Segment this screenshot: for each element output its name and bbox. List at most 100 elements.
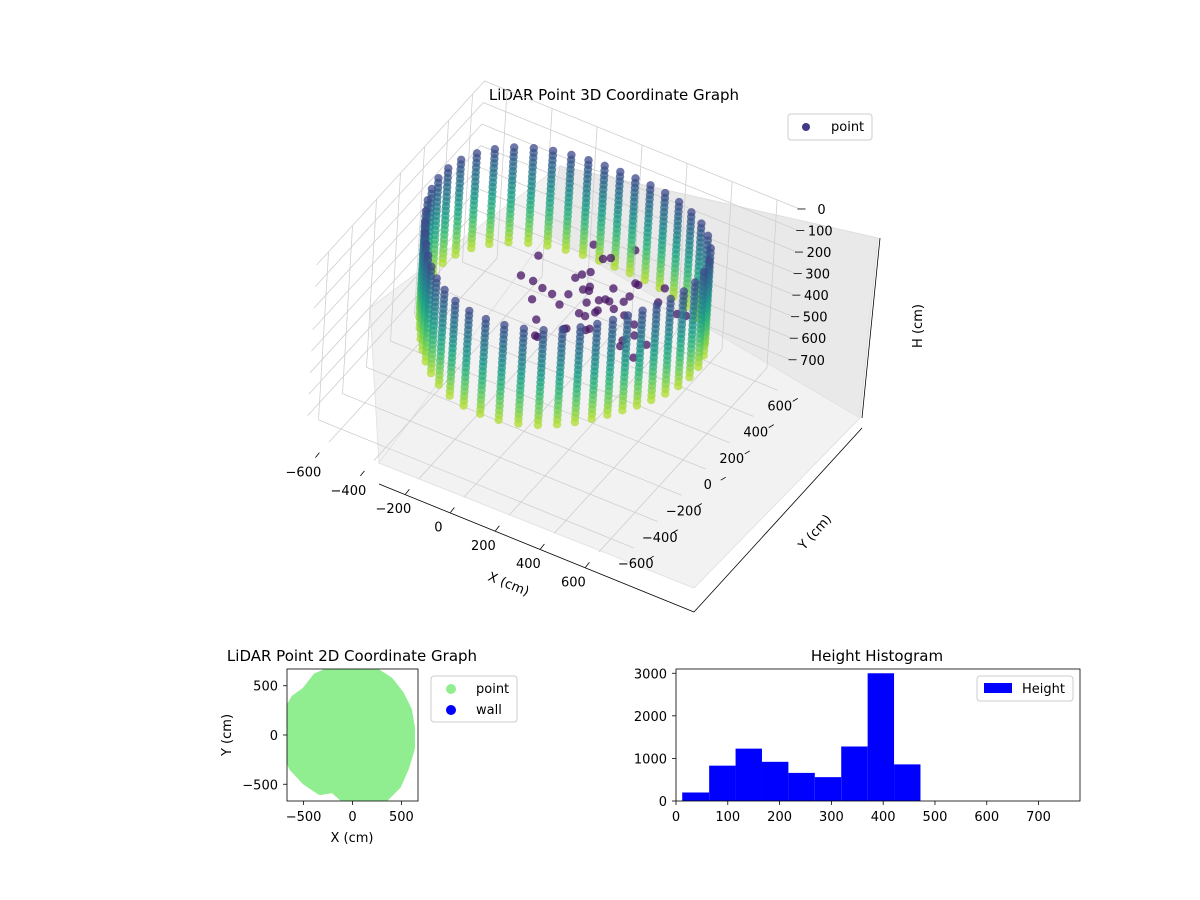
y-tick-3d [672,529,678,534]
lidar-point [587,414,596,423]
lidar-point [609,284,618,293]
lidar-point [609,304,618,314]
x-tick-3d [585,562,590,568]
legend-height-swatch [984,683,1012,693]
grid-line [414,146,425,315]
z-tick-label-3d: 100 [808,225,833,240]
lidar-point [459,401,468,410]
histogram-title: Height Histogram [811,647,943,665]
z-tick-label-3d: 700 [800,354,825,369]
y-tick-3d [744,450,750,455]
legend-wall-label-2d: wall [476,703,502,718]
histogram-x-tick-label: 600 [974,810,999,825]
x-tick-label-3d: 600 [561,575,586,590]
y-tick-3d [792,398,798,402]
lidar-point [647,395,656,405]
lidar-point [564,290,573,299]
lidar-point [504,238,513,247]
grid-line [508,331,678,516]
x-tick-3d [315,452,320,458]
histogram-y-tick-label: 1000 [634,752,667,767]
y-tick-label-2d: 500 [253,680,278,695]
lidar-point [625,268,634,278]
x-tick-3d [495,525,500,532]
z-tick-label-3d: 200 [807,246,832,261]
z-tick-label-3d: 600 [801,332,826,347]
grid-line [553,349,723,534]
legend-point-label-2d: point [476,682,509,697]
lidar-point [625,292,634,301]
histogram-x-tick-label: 200 [767,810,792,825]
z-axis-line [861,237,881,419]
lidar-point [528,276,538,286]
y-tick-label-3d: −200 [666,504,702,519]
lidar-point [514,419,523,428]
histogram-bar [867,673,895,801]
lidar-point [632,401,642,410]
histogram: Height Histogram 0 100 200 300 400 500 600 7000… [634,647,1081,825]
lidar-point [594,296,604,305]
x-tick-3d [360,470,365,477]
lidar-point [610,262,619,271]
histogram-bar [894,764,921,801]
ticks-3d: −600−400−2000200400600−600−400−200020040… [286,203,833,590]
grid-line [766,199,778,368]
y-axis-label-3d: Y (cm) [795,512,835,554]
point-disc-2d [287,669,415,801]
z-tick-label-3d: 400 [804,289,829,304]
lidar-point [585,324,594,333]
plot-3d: LiDAR Point 3D Coordinate Graph −600 −400… [286,80,926,613]
histogram-bar [841,746,868,801]
histogram-bar [761,761,789,801]
x-tick-label-3d: 200 [471,539,496,554]
lidar-point [660,284,669,293]
lidar-point [661,389,670,398]
lidar-point [694,362,703,372]
lidar-point [578,250,588,260]
lidar-point [601,295,610,304]
grid-line [316,80,800,266]
grid-line [462,94,473,263]
y-axis-label-2d: Y (cm) [220,714,235,757]
grid-line [342,225,353,394]
legend-2d: point wall [430,675,518,723]
point-cloud-3d [415,143,715,430]
y-tick-label-3d: −400 [642,531,678,546]
legend-wall-marker-2d [446,705,456,715]
lidar-point [577,270,587,279]
lidar-point [598,254,608,264]
lidar-point [555,300,564,309]
plot-3d-title: LiDAR Point 3D Coordinate Graph [489,86,739,104]
grid-line [314,102,799,287]
y-tick-3d [768,424,774,428]
lidar-point [584,286,594,296]
lidar-point [547,289,557,299]
histogram-x-tick-label: 700 [1026,810,1051,825]
x-tick-label-3d: −200 [376,502,412,517]
x-tick-3d [450,507,455,513]
legend-3d-box [787,113,873,141]
grid-line [721,181,733,350]
y-tick-label-3d: −600 [618,557,654,572]
legend-histogram-box [976,675,1074,702]
y-tick-3d [696,503,702,507]
lidar-point [527,295,537,304]
histogram-bar [735,748,762,801]
legend-histogram: Height [976,675,1074,702]
histogram-bars [682,673,921,801]
grid-3d [307,80,800,553]
lidar-point [467,243,476,253]
grid-line [586,126,598,295]
lidar-point [434,380,444,389]
x-tick-label-2d: 500 [389,810,414,825]
x-tick-label-3d: −400 [331,484,367,499]
y-tick-3d [648,555,654,560]
lidar-point [534,251,543,260]
plot-2d-title: LiDAR Point 2D Coordinate Graph [227,647,477,665]
lidar-point [538,283,547,293]
lidar-point [532,315,541,324]
lidar-point [603,410,612,419]
lidar-point [451,250,460,259]
z-tick-label-3d: 300 [805,268,830,283]
